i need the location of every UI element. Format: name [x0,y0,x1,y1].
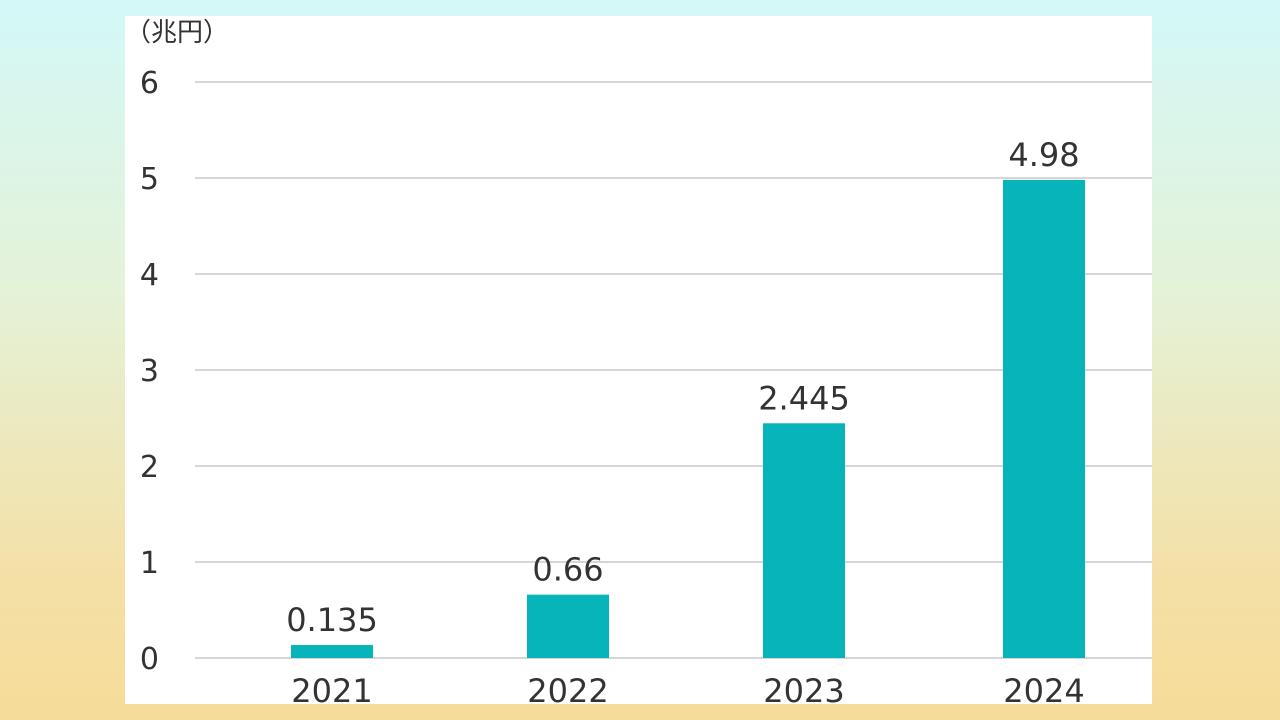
y-tick-label-3: 3 [140,354,159,389]
x-tick-label-2021: 2021 [291,672,372,704]
bar-2021 [291,645,373,658]
bar-2022 [527,594,609,658]
x-tick-label-2024: 2024 [1003,672,1084,704]
y-tick-label-0: 0 [140,642,159,677]
y-tick-label-4: 4 [140,258,159,293]
data-label-2021: 0.135 [286,601,378,639]
chart-card: （兆円） 0 1 2 3 4 5 6 0.135 2021 0.66 2022 2.445 2023 4.… [125,16,1152,704]
data-label-2022: 0.66 [532,551,603,589]
bar-2023 [763,423,845,658]
bar-2024 [1003,179,1085,659]
bar-chart: 0 1 2 3 4 5 6 0.135 2021 0.66 2022 2.445 2023 4.98 202… [140,66,1152,704]
y-tick-label-1: 1 [140,546,159,581]
y-axis-unit-label: （兆円） [125,18,230,48]
y-tick-label-2: 2 [140,450,159,485]
x-tick-label-2023: 2023 [763,672,844,704]
x-tick-label-2022: 2022 [527,672,608,704]
y-tick-label-6: 6 [140,66,159,101]
data-label-2024: 4.98 [1008,136,1079,174]
data-label-2023: 2.445 [758,379,850,417]
y-tick-label-5: 5 [140,162,159,197]
